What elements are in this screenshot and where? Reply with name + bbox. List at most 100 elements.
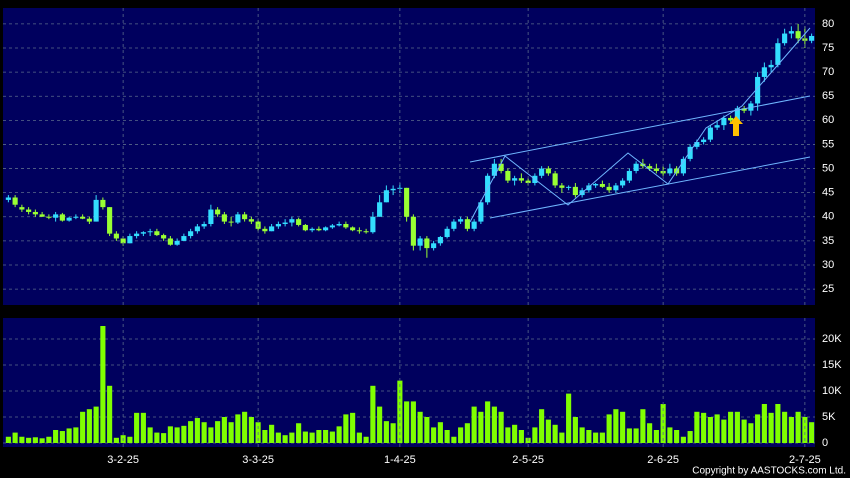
candle-body bbox=[545, 168, 551, 174]
volume-bar bbox=[640, 409, 646, 443]
volume-bar bbox=[599, 432, 605, 443]
candle-body bbox=[728, 117, 734, 121]
volume-bar bbox=[147, 427, 153, 443]
volume-bar bbox=[694, 411, 700, 443]
candle-body bbox=[323, 227, 329, 231]
volume-bar bbox=[606, 414, 612, 443]
candle-body bbox=[653, 168, 659, 171]
volume-bar bbox=[707, 416, 713, 443]
candle-body bbox=[788, 31, 794, 34]
candle-body bbox=[559, 185, 565, 188]
volume-bar bbox=[471, 406, 477, 443]
candle-body bbox=[761, 67, 767, 77]
candle-body bbox=[66, 217, 72, 221]
volume-bar bbox=[86, 409, 92, 443]
candle-body bbox=[262, 228, 268, 232]
volume-bar bbox=[323, 429, 329, 443]
volume-bar bbox=[316, 429, 322, 443]
volume-bar bbox=[134, 412, 140, 443]
candle-body bbox=[39, 214, 45, 217]
candle-body bbox=[525, 180, 531, 184]
volume-bar bbox=[802, 416, 808, 443]
volume-bar bbox=[626, 428, 632, 443]
volume-bar bbox=[721, 419, 727, 443]
candle-body bbox=[552, 173, 558, 186]
volume-bar bbox=[370, 385, 376, 443]
y-tick-label: 55 bbox=[822, 138, 834, 150]
volume-bar bbox=[80, 411, 86, 443]
candle-body bbox=[431, 243, 437, 249]
candle-body bbox=[390, 188, 396, 191]
candle-body bbox=[680, 158, 686, 174]
candle-body bbox=[464, 219, 470, 229]
volume-bar bbox=[39, 438, 45, 443]
candle-body bbox=[424, 238, 430, 249]
volume-bar bbox=[539, 409, 545, 443]
candle-body bbox=[343, 224, 349, 228]
candle-body bbox=[694, 142, 700, 147]
candle-body bbox=[289, 219, 295, 223]
volume-bar bbox=[782, 411, 788, 443]
y-tick-label: 20K bbox=[822, 333, 842, 345]
volume-bar bbox=[167, 426, 173, 443]
channel-upper bbox=[469, 95, 811, 163]
candle-body bbox=[633, 163, 639, 171]
candle-body bbox=[782, 33, 788, 44]
volume-bar bbox=[545, 419, 551, 443]
volume-bar bbox=[208, 427, 214, 443]
y-tick-label: 5K bbox=[822, 411, 836, 423]
candle-body bbox=[350, 227, 356, 231]
volume-bar bbox=[593, 432, 599, 443]
volume-bar bbox=[512, 424, 518, 443]
volume-bar bbox=[343, 414, 349, 443]
candle-body bbox=[201, 224, 207, 227]
candle-body bbox=[795, 31, 801, 39]
volume-bar bbox=[660, 404, 666, 443]
candle-body bbox=[721, 117, 727, 126]
candle-body bbox=[86, 218, 92, 222]
candle-body bbox=[451, 221, 457, 229]
volume-bar bbox=[161, 433, 167, 443]
candle-body bbox=[572, 186, 578, 196]
candle-body bbox=[741, 108, 747, 111]
candle-body bbox=[134, 233, 140, 237]
candle-body bbox=[127, 236, 133, 244]
candle-body bbox=[755, 76, 761, 104]
copyright: Copyright by AASTOCKS.com Ltd. bbox=[692, 466, 846, 477]
candle-body bbox=[242, 214, 248, 220]
y-tick-label: 30 bbox=[822, 259, 834, 271]
candle-body bbox=[194, 226, 200, 232]
candle-body bbox=[269, 226, 275, 232]
candle-body bbox=[809, 35, 815, 41]
candle-body bbox=[410, 216, 416, 246]
candle-body bbox=[113, 233, 119, 239]
candle-body bbox=[248, 219, 254, 222]
volume-bar bbox=[518, 429, 524, 443]
candle-body bbox=[188, 231, 194, 237]
candle-body bbox=[329, 225, 335, 228]
volume-bar bbox=[59, 431, 65, 443]
volume-bar bbox=[667, 427, 673, 443]
candle-body bbox=[282, 222, 288, 224]
candle-body bbox=[539, 168, 545, 176]
candle-body bbox=[208, 209, 214, 224]
volume-bar bbox=[309, 432, 315, 443]
volume-bar bbox=[302, 431, 308, 443]
volume-bar bbox=[188, 421, 194, 443]
volume-bar bbox=[491, 406, 497, 443]
candle-body bbox=[768, 64, 774, 68]
volume-bar bbox=[127, 436, 133, 443]
candle-body bbox=[161, 235, 167, 239]
candle-body bbox=[626, 170, 632, 181]
arrow-marker bbox=[729, 116, 743, 136]
x-tick-label: 3-3-25 bbox=[242, 454, 274, 466]
candle-body bbox=[714, 125, 720, 128]
volume-bar bbox=[417, 411, 423, 443]
volume-bar bbox=[775, 404, 781, 443]
candle-body bbox=[80, 216, 86, 219]
volume-bar bbox=[289, 432, 295, 443]
volume-bar bbox=[653, 429, 659, 443]
candle-body bbox=[19, 207, 25, 210]
candle-body bbox=[316, 228, 322, 231]
volume-bar bbox=[93, 406, 99, 443]
